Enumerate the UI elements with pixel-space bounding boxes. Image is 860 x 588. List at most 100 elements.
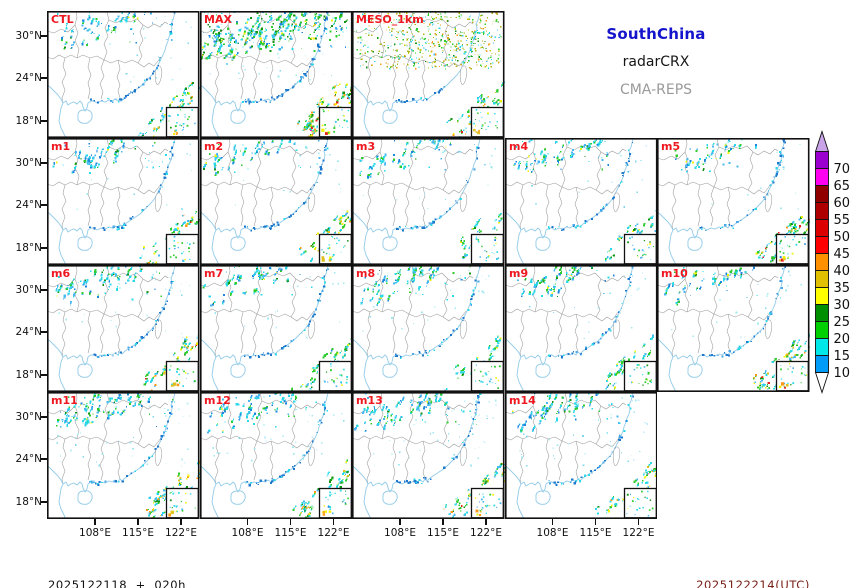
colorbar-label: 60 xyxy=(834,196,851,211)
y-tick-label: 24°N xyxy=(15,326,42,338)
y-tick-label: 24°N xyxy=(15,453,42,465)
panel-m13: m13 xyxy=(352,392,505,519)
x-tick-label: 108°E xyxy=(536,526,569,539)
y-tick-label: 18°N xyxy=(15,242,42,254)
panel-m10: m10 xyxy=(657,265,810,392)
x-tick-label: 122°E xyxy=(470,526,502,539)
panel-m3: m3 xyxy=(352,138,505,265)
panel-ctl: CTL xyxy=(47,11,200,138)
colorbar-box xyxy=(815,185,829,203)
y-tick xyxy=(41,289,47,291)
colorbar-label: 10 xyxy=(834,366,851,381)
y-tick-label: 18°N xyxy=(15,115,42,127)
x-tick xyxy=(551,519,554,525)
x-tick xyxy=(442,519,444,525)
colorbar-label: 45 xyxy=(834,247,851,262)
colorbar-box xyxy=(815,338,829,356)
x-tick xyxy=(399,519,401,525)
colorbar-label: 70 xyxy=(834,162,851,177)
colorbar-box xyxy=(815,304,829,322)
colorbar-label: 40 xyxy=(834,264,851,279)
x-tick xyxy=(594,519,597,525)
panel-m1: m1 xyxy=(47,138,200,265)
x-tick-label: 115°E xyxy=(579,526,612,539)
footer-valid-utc: 2025122214(UTC) xyxy=(696,578,810,588)
x-tick-label: 108°E xyxy=(79,526,111,539)
panel-label-m6: m6 xyxy=(51,267,70,280)
colorbar-label: 20 xyxy=(834,332,851,347)
y-tick-label: 30°N xyxy=(15,30,42,42)
panel-label-meso_1km: MESO_1km xyxy=(356,13,424,26)
panel-m12: m12 xyxy=(199,392,352,519)
footer-init-utc: 2025122118 + 020h xyxy=(48,578,187,588)
y-tick-label: 30°N xyxy=(15,284,42,296)
x-tick-label: 108°E xyxy=(384,526,416,539)
colorbar-label: 55 xyxy=(834,213,851,228)
x-tick-label: 122°E xyxy=(622,526,655,539)
panel-m9: m9 xyxy=(504,265,657,392)
y-tick xyxy=(41,416,47,418)
colorbar-box xyxy=(815,287,829,305)
panel-label-m11: m11 xyxy=(51,394,78,407)
colorbar-box xyxy=(815,270,829,288)
x-tick-label: 122°E xyxy=(165,526,197,539)
x-tick xyxy=(180,519,182,525)
colorbar-box xyxy=(815,219,829,237)
title-model: CMA-REPS xyxy=(619,82,693,98)
y-tick xyxy=(41,331,47,333)
panel-max: MAX xyxy=(199,11,352,138)
x-tick-label: 115°E xyxy=(274,526,307,539)
panel-label-m14: m14 xyxy=(509,394,536,407)
colorbar-box xyxy=(815,202,829,220)
y-tick xyxy=(41,120,47,122)
x-tick xyxy=(94,519,96,525)
colorbar-arrow-top xyxy=(814,130,830,152)
panel-label-m9: m9 xyxy=(509,267,528,280)
x-tick-label: 115°E xyxy=(427,526,459,539)
panel-meso_1km: MESO_1km xyxy=(352,11,505,138)
panel-label-m12: m12 xyxy=(204,394,231,407)
panel-label-m1: m1 xyxy=(51,140,70,153)
panel-m7: m7 xyxy=(199,265,352,392)
colorbar-box xyxy=(815,168,829,186)
x-tick xyxy=(332,519,335,525)
footer-valid-times: 2025122214(UTC) 2025122222(CST) xyxy=(696,549,810,588)
panel-label-m8: m8 xyxy=(356,267,375,280)
panel-label-m2: m2 xyxy=(204,140,223,153)
x-tick-label: 115°E xyxy=(122,526,154,539)
y-tick-label: 30°N xyxy=(15,157,42,169)
y-tick-label: 18°N xyxy=(15,496,42,508)
x-tick-label: 122°E xyxy=(317,526,350,539)
y-tick xyxy=(41,458,47,460)
colorbar-label: 25 xyxy=(834,315,851,330)
colorbar-box xyxy=(815,151,829,169)
panel-label-m7: m7 xyxy=(204,267,223,280)
panel-m5: m5 xyxy=(657,138,810,265)
y-tick xyxy=(41,374,47,376)
y-tick xyxy=(41,35,47,37)
x-tick xyxy=(289,519,292,525)
colorbar-box xyxy=(815,236,829,254)
panel-label-ctl: CTL xyxy=(51,13,74,26)
y-tick-label: 30°N xyxy=(15,411,42,423)
panel-m14: m14 xyxy=(504,392,657,519)
y-tick xyxy=(41,247,47,249)
footer-init-times: 2025122118 + 020h 2025122202 + 020h xyxy=(48,549,186,588)
panel-label-m5: m5 xyxy=(661,140,680,153)
colorbar-label: 35 xyxy=(834,281,851,296)
colorbar-box xyxy=(815,321,829,339)
y-tick xyxy=(41,204,47,206)
colorbar-arrow-bottom xyxy=(814,372,830,394)
y-tick xyxy=(41,162,47,164)
panel-label-m10: m10 xyxy=(661,267,688,280)
colorbar-box xyxy=(815,253,829,271)
colorbar-label: 15 xyxy=(834,349,851,364)
colorbar-box xyxy=(815,355,829,373)
y-tick-label: 24°N xyxy=(15,72,42,84)
y-tick xyxy=(41,501,47,503)
panel-label-max: MAX xyxy=(204,13,232,26)
panel-label-m13: m13 xyxy=(356,394,383,407)
x-tick xyxy=(246,519,249,525)
y-tick-label: 24°N xyxy=(15,199,42,211)
